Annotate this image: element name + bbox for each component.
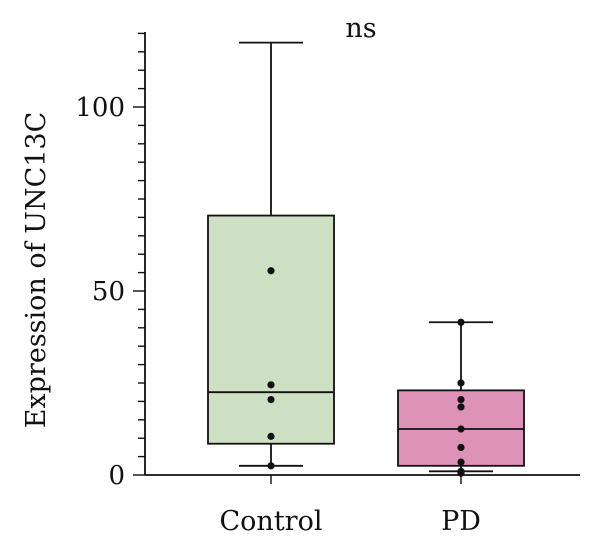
data-point <box>267 395 275 404</box>
y-tick-label: 100 <box>75 93 125 123</box>
x-tick-label: PD <box>441 506 481 537</box>
data-point <box>457 403 465 411</box>
data-point <box>457 467 465 475</box>
x-tick-label: Control <box>220 506 323 537</box>
significance-label: ns <box>345 13 376 44</box>
data-point <box>457 458 465 466</box>
axes: 0 50 100 Control PD <box>75 32 580 537</box>
data-point <box>457 318 465 326</box>
data-point <box>267 432 275 440</box>
boxes <box>207 41 525 477</box>
y-tick-label: 50 <box>92 277 125 307</box>
data-point <box>267 462 275 470</box>
y-axis-title: Expression of UNC13C <box>21 112 52 429</box>
data-point <box>457 379 465 387</box>
data-point <box>457 443 465 451</box>
data-point <box>267 381 275 389</box>
data-point <box>267 267 275 275</box>
box-control <box>207 41 335 470</box>
data-point <box>457 395 465 404</box>
box-pd <box>397 318 525 477</box>
data-point <box>457 425 465 433</box>
iqr-box <box>207 214 335 445</box>
y-tick-label: 0 <box>108 461 125 491</box>
